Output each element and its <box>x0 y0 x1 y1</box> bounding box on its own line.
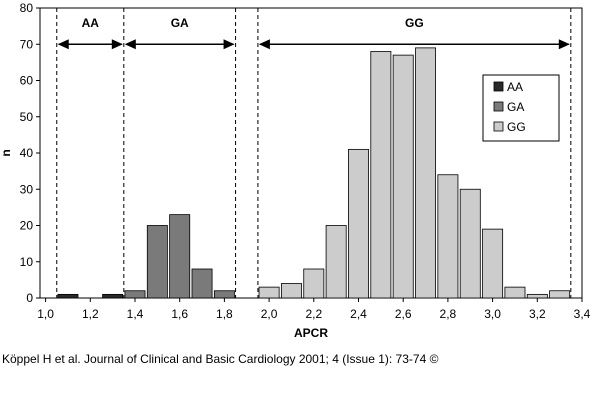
citation-caption: Köppel H et al. Journal of Clinical and … <box>2 352 439 366</box>
bar-ga <box>213 290 235 299</box>
histogram-chart: AA GA GG 1,0 1,2 1,4 1,6 1,8 2,0 2,2 2,4 2,6 2,8 3,0… <box>0 1 591 340</box>
bar-gg <box>437 174 459 299</box>
x-tick-label: 1,0 <box>37 307 54 321</box>
y-tick-label: 20 <box>20 219 34 233</box>
x-tick-label: 3,0 <box>484 307 501 321</box>
x-tick-label: 3,2 <box>529 307 546 321</box>
range-arrowhead-right <box>223 39 235 50</box>
x-tick-label: 2,4 <box>350 307 367 321</box>
bar-aa <box>102 293 124 299</box>
y-tick-label: 50 <box>20 110 34 124</box>
x-tick-label: 3,4 <box>574 307 591 321</box>
y-tick-label: 70 <box>20 37 34 51</box>
y-tick-label: 10 <box>20 255 34 269</box>
range-arrowhead-left <box>258 39 270 50</box>
bar-gg <box>504 286 526 299</box>
bar-gg <box>482 228 504 299</box>
legend-swatch-gg <box>493 121 504 132</box>
bar-gg <box>415 47 437 299</box>
bar-gg <box>303 268 325 299</box>
bar-ga <box>124 290 146 299</box>
x-tick-label: 2,6 <box>395 307 412 321</box>
x-tick-label: 1,2 <box>82 307 99 321</box>
y-tick-label: 30 <box>20 182 34 196</box>
x-axis-title: APCR <box>294 326 328 340</box>
y-tick-label: 0 <box>26 291 33 305</box>
bar-gg <box>370 51 392 299</box>
range-arrowhead-left <box>57 39 69 50</box>
y-tick-label: 60 <box>20 74 34 88</box>
legend-label-gg: GG <box>507 120 526 134</box>
bar-gg <box>392 54 414 299</box>
bar-gg <box>459 188 481 299</box>
bar-gg <box>280 283 302 299</box>
bar-gg <box>325 225 347 299</box>
legend-swatch-ga <box>493 101 504 112</box>
range-arrowhead-left <box>124 39 136 50</box>
y-axis-title: n <box>0 149 13 156</box>
legend-label-ga: GA <box>507 100 524 114</box>
range-arrowhead-right <box>558 39 570 50</box>
bar-ga <box>146 225 168 299</box>
range-label-gg: GG <box>405 16 424 30</box>
bar-aa <box>57 293 79 299</box>
range-arrowhead-right <box>111 39 123 50</box>
range-label-ga: GA <box>171 16 189 30</box>
x-tick-label: 2,0 <box>261 307 278 321</box>
bar-ga <box>169 214 191 299</box>
bar-ga <box>191 268 213 299</box>
legend-label-aa: AA <box>507 80 523 94</box>
x-tick-label: 1,8 <box>216 307 233 321</box>
y-tick-label: 40 <box>20 146 34 160</box>
bar-gg <box>549 290 571 299</box>
range-label-aa: AA <box>82 16 100 30</box>
legend-swatch-aa <box>493 81 504 92</box>
legend: AA GA GG <box>482 74 560 142</box>
bar-gg <box>526 293 548 299</box>
x-tick-label: 1,6 <box>171 307 188 321</box>
y-tick-label: 80 <box>20 1 34 15</box>
x-tick-label: 2,8 <box>440 307 457 321</box>
bar-gg <box>348 148 369 299</box>
bar-gg <box>258 286 280 299</box>
x-tick-label: 2,2 <box>305 307 322 321</box>
x-tick-label: 1,4 <box>127 307 144 321</box>
